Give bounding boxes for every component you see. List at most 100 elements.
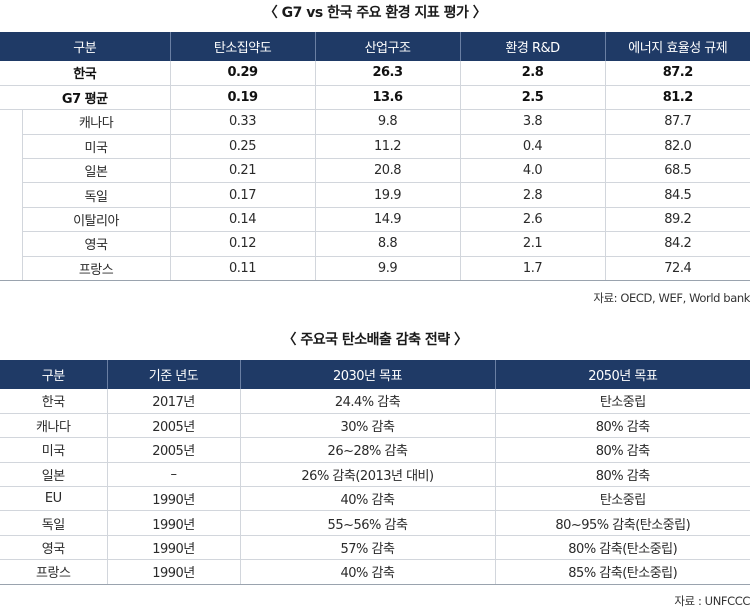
table-cell: 1.7: [459, 256, 606, 282]
table-cell: 26% 감축(2013년 대비): [239, 462, 495, 488]
table-row: 이탈리아 0.14 14.9 2.6 89.2: [0, 207, 750, 233]
table-cell: 2.8: [459, 182, 606, 208]
table-cell: 0.21: [169, 158, 316, 184]
table-row: 한국 2017년 24.4% 감축 탄소중립: [0, 389, 750, 414]
table-cell: 2017년: [106, 389, 240, 414]
column-header: 에너지 효율성 규제: [604, 32, 750, 61]
g7-environment-indicator-table: 구분 탄소집약도 산업구조 환경 R&D 에너지 효율성 규제 한국 0.29 …: [0, 32, 750, 282]
row-label: 독일: [0, 510, 107, 536]
table-row: 일본 0.21 20.8 4.0 68.5: [0, 158, 750, 184]
table-cell: 80% 감축(탄소중립): [494, 535, 750, 561]
table-cell: 80~95% 감축(탄소중립): [494, 510, 750, 536]
row-label: 일본: [21, 158, 171, 184]
table2-title: 〈 주요국 탄소배출 감축 전략 〉: [282, 332, 468, 348]
row-label: 캐나다: [21, 109, 171, 135]
table-cell: 1990년: [106, 510, 240, 536]
table-cell: 80% 감축: [494, 462, 750, 488]
column-header: 2050년 목표: [494, 360, 750, 389]
table-row-g7-average: G7 평균 0.19 13.6 2.5 81.2: [0, 85, 750, 111]
table-cell: 0.25: [169, 134, 316, 160]
table-cell: 26~28% 감축: [239, 437, 495, 463]
row-label: 미국: [21, 134, 171, 160]
table-cell: 2.6: [459, 207, 606, 233]
table-row: 캐나다 2005년 30% 감축 80% 감축: [0, 413, 750, 439]
table-cell: 0.12: [169, 231, 316, 257]
table1-source-note: 자료: OECD, WEF, World bank: [593, 291, 750, 305]
table-row: 독일 0.17 19.9 2.8 84.5: [0, 182, 750, 208]
table-cell: 84.2: [604, 231, 750, 257]
row-indent: [0, 134, 22, 158]
table-cell: 80% 감축: [494, 437, 750, 463]
table-cell: 탄소중립: [494, 486, 750, 512]
table-cell: 26.3: [314, 61, 461, 86]
table-cell: 0.33: [169, 109, 316, 135]
table-row: 영국 1990년 57% 감축 80% 감축(탄소중립): [0, 535, 750, 561]
table-row: EU 1990년 40% 감축 탄소중립: [0, 486, 750, 512]
row-label: 캐나다: [0, 413, 107, 439]
table-cell: 0.4: [459, 134, 606, 160]
row-indent: [0, 110, 22, 134]
table-row: 미국 0.25 11.2 0.4 82.0: [0, 134, 750, 160]
column-header: 2030년 목표: [239, 360, 495, 389]
row-label: 프랑스: [21, 256, 171, 282]
column-header: 구분: [0, 360, 107, 389]
table-cell: 11.2: [314, 134, 461, 160]
table-cell: 20.8: [314, 158, 461, 184]
table-cell: 1990년: [106, 559, 240, 585]
table-cell: 87.7: [604, 109, 750, 135]
row-label: 프랑스: [0, 559, 107, 585]
table-cell: 8.8: [314, 231, 461, 257]
row-label: 미국: [0, 437, 107, 463]
table-cell: 2.5: [459, 85, 606, 111]
table-cell: 4.0: [459, 158, 606, 184]
row-label: 한국: [0, 61, 171, 86]
table1-header-row: 구분 탄소집약도 산업구조 환경 R&D 에너지 효율성 규제: [0, 32, 750, 61]
table-cell: 24.4% 감축: [239, 389, 495, 414]
table2-header-row: 구분 기준 년도 2030년 목표 2050년 목표: [0, 360, 750, 389]
table-cell: 87.2: [604, 61, 750, 86]
column-header: 환경 R&D: [459, 32, 606, 61]
table2-source-note: 자료 : UNFCCC: [674, 594, 750, 608]
table-cell: 81.2: [604, 85, 750, 111]
table1-title: 〈 G7 vs 한국 주요 환경 지표 평가 〉: [263, 5, 487, 21]
table-cell: 2005년: [106, 413, 240, 439]
table-cell: 82.0: [604, 134, 750, 160]
table-row: 영국 0.12 8.8 2.1 84.2: [0, 231, 750, 257]
table-cell: 0.17: [169, 182, 316, 208]
table-cell: 68.5: [604, 158, 750, 184]
table-cell: 2.8: [459, 61, 606, 86]
table-row: 프랑스 1990년 40% 감축 85% 감축(탄소중립): [0, 559, 750, 585]
row-label: 일본: [0, 462, 107, 488]
table-cell: 1990년: [106, 535, 240, 561]
row-label: 영국: [21, 231, 171, 257]
row-label: 독일: [21, 182, 171, 208]
table-cell: 85% 감축(탄소중립): [494, 559, 750, 585]
table-cell: 3.8: [459, 109, 606, 135]
table-cell: 9.9: [314, 256, 461, 282]
row-indent: [0, 256, 22, 282]
table-cell: 0.11: [169, 256, 316, 282]
row-label: EU: [0, 486, 107, 512]
row-label: G7 평균: [0, 85, 171, 111]
table-cell: 0.14: [169, 207, 316, 233]
table-cell: 13.6: [314, 85, 461, 111]
carbon-reduction-strategy-table: 구분 기준 년도 2030년 목표 2050년 목표 한국 2017년 24.4…: [0, 360, 750, 585]
table-row: 캐나다 0.33 9.8 3.8 87.7: [0, 109, 750, 135]
column-header: 산업구조: [314, 32, 461, 61]
table-cell: 40% 감축: [239, 486, 495, 512]
table-cell: 84.5: [604, 182, 750, 208]
table-cell: 80% 감축: [494, 413, 750, 439]
table-cell: 14.9: [314, 207, 461, 233]
table-row: 프랑스 0.11 9.9 1.7 72.4: [0, 256, 750, 282]
table-cell: 탄소중립: [494, 389, 750, 414]
row-label: 이탈리아: [21, 207, 171, 233]
table-cell: 72.4: [604, 256, 750, 282]
row-indent: [0, 183, 22, 207]
table-cell: 0.19: [169, 85, 316, 111]
column-header: 기준 년도: [106, 360, 240, 389]
table-cell: 2.1: [459, 231, 606, 257]
table-cell: 89.2: [604, 207, 750, 233]
row-indent: [0, 232, 22, 256]
table-row: 독일 1990년 55~56% 감축 80~95% 감축(탄소중립): [0, 510, 750, 536]
table-cell: 55~56% 감축: [239, 510, 495, 536]
